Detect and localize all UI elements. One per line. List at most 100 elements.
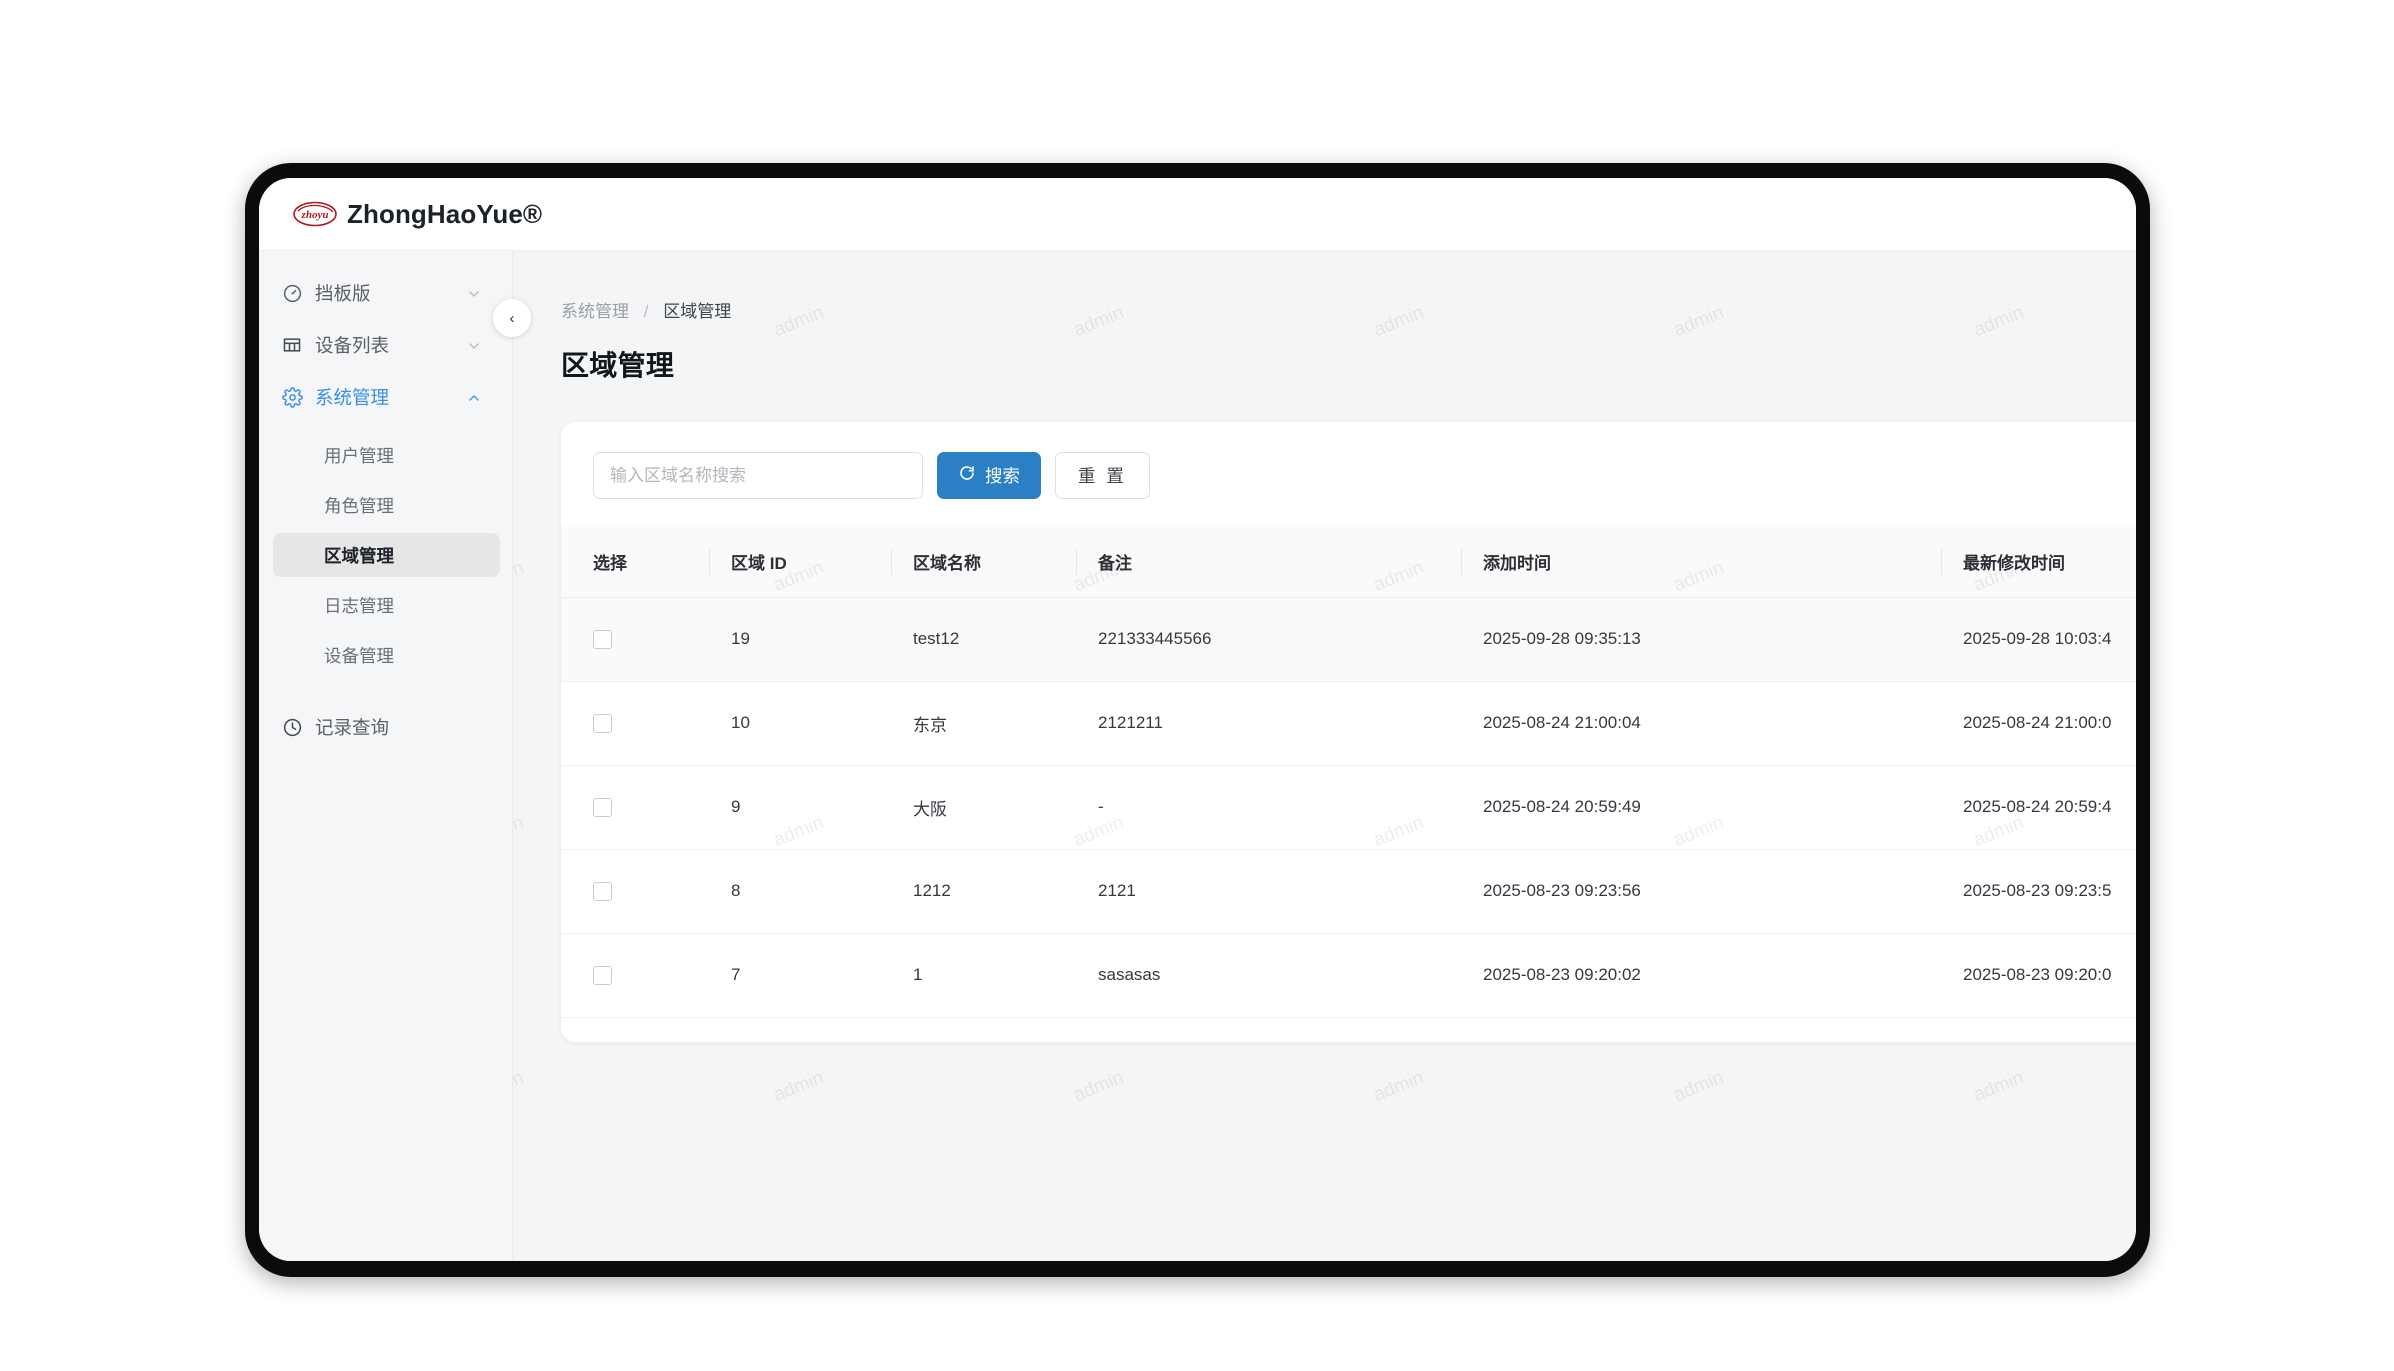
breadcrumb-current: 区域管理 [663,302,732,321]
gear-icon [281,386,303,408]
row-added-at: 2025-09-28 09:35:13 [1461,597,1941,682]
zhoyu-logo-icon: zhoyu [292,199,338,229]
row-modified-at: 2025-08-24 21:00:0 [1941,681,2136,766]
search-button-label: 搜索 [985,466,1020,486]
row-note: 221333445566 [1076,597,1461,682]
sidebar-subitem-label: 用户管理 [324,445,394,466]
row-checkbox[interactable] [593,797,612,817]
watermark-text: admin [513,1067,527,1106]
table-header-modified-at[interactable]: 最新修改时间 [1941,527,2136,598]
row-checkbox[interactable] [593,629,612,649]
row-added-at: 2025-08-24 20:59:49 [1461,765,1941,850]
table-header-note[interactable]: 备注 [1076,527,1461,598]
row-added-at: 2025-08-23 09:23:56 [1461,849,1941,934]
row-area-name: test12 [891,597,1076,682]
sidebar-item-device-management[interactable]: 设备管理 [273,633,500,677]
row-modified-at: 2025-08-23 09:23:5 [1941,849,2136,934]
row-select-cell[interactable] [561,765,709,850]
watermark-text: admin [770,1067,827,1106]
breadcrumb: 系统管理 / 区域管理 [513,251,2136,322]
sidebar-item-label: 挡板版 [315,283,371,304]
sidebar-collapse-toggle[interactable]: ‹ [493,299,531,337]
sidebar-item-label: 记录查询 [315,717,390,738]
chevron-down-icon [466,337,482,353]
chevron-down-icon [466,285,482,301]
sidebar-item-device-list[interactable]: 设备列表 [267,321,504,369]
search-toolbar: 搜索 重 置 [561,452,2136,499]
sidebar-group-device-list: 设备列表 [259,321,512,369]
row-area-id: 10 [709,681,891,766]
page-title: 区域管理 [561,350,675,381]
table-row[interactable]: 19 test12 221333445566 2025-09-28 09:35:… [561,597,2136,682]
sidebar-subitem-label: 设备管理 [324,645,394,666]
reset-button[interactable]: 重 置 [1055,452,1150,499]
table-row[interactable]: 7 1 sasasas 2025-08-23 09:20:02 2025-08-… [561,933,2136,1018]
refresh-circle-icon [958,464,976,487]
brand-name: ZhongHaoYue® [347,198,543,229]
row-area-name: 大阪 [891,765,1076,850]
sidebar: 挡板版 [259,250,531,1261]
watermark-text: admin [1670,1067,1727,1106]
sidebar-item-dashboard[interactable]: 挡板版 [267,269,504,317]
sidebar-group-record-query: 记录查询 [259,703,512,751]
table-row[interactable]: 9 大阪 - 2025-08-24 20:59:49 2025-08-24 20… [561,765,2136,850]
clock-icon [281,716,303,738]
row-area-name: 1 [891,933,1076,1018]
row-select-cell[interactable] [561,849,709,934]
table-header-row: 选择 区域 ID 区域名称 备注 添加时间 最新修改时间 [561,527,2136,598]
main-content: 系统管理 / 区域管理 区域管理 [513,250,2136,1261]
row-select-cell[interactable] [561,933,709,1018]
row-note: 2121211 [1076,681,1461,766]
sidebar-item-record-query[interactable]: 记录查询 [267,703,504,751]
sidebar-group-system-management: 系统管理 用户管理 角色管理 区域管理 [259,373,512,685]
row-area-id: 19 [709,597,891,682]
row-area-name: 东京 [891,681,1076,766]
table-row[interactable]: 10 东京 2121211 2025-08-24 21:00:04 2025-0… [561,681,2136,766]
table-header-area-id[interactable]: 区域 ID [709,527,891,598]
breadcrumb-parent[interactable]: 系统管理 [561,302,629,321]
row-note: 2121 [1076,849,1461,934]
row-select-cell[interactable] [561,681,709,766]
area-table: 选择 区域 ID 区域名称 备注 添加时间 最新修改时间 19 [561,527,2136,1018]
row-checkbox[interactable] [593,965,612,985]
row-area-name: 1212 [891,849,1076,934]
sidebar-item-user-management[interactable]: 用户管理 [273,433,500,477]
watermark-text: admin [513,812,527,851]
device-frame: zhoyu ZhongHaoYue® [245,163,2150,1277]
chevron-left-icon: ‹ [509,309,515,327]
sidebar-subitem-label: 日志管理 [324,595,394,616]
row-checkbox[interactable] [593,713,612,733]
table-grid-icon [281,334,303,356]
row-modified-at: 2025-08-24 20:59:4 [1941,765,2136,850]
table-header-added-at[interactable]: 添加时间 [1461,527,1941,598]
sidebar-item-label: 设备列表 [315,335,390,356]
sidebar-item-area-management[interactable]: 区域管理 [273,533,500,577]
row-added-at: 2025-08-24 21:00:04 [1461,681,1941,766]
table-header-select[interactable]: 选择 [561,527,709,598]
sidebar-subitem-label: 区域管理 [324,545,394,566]
table-header-area-name[interactable]: 区域名称 [891,527,1076,598]
app-body: 挡板版 [259,250,2136,1261]
sidebar-item-system-management[interactable]: 系统管理 [267,373,504,421]
watermark-text: admin [513,557,527,596]
row-note: sasasas [1076,933,1461,1018]
row-added-at: 2025-08-23 09:20:02 [1461,933,1941,1018]
sidebar-subnav-system-management: 用户管理 角色管理 区域管理 日志管理 设备管理 [259,425,512,685]
sidebar-item-role-management[interactable]: 角色管理 [273,483,500,527]
svg-text:zhoyu: zhoyu [301,209,329,221]
row-select-cell[interactable] [561,597,709,682]
sidebar-group-dashboard: 挡板版 [259,269,512,317]
breadcrumb-separator: / [643,302,649,321]
app-header: zhoyu ZhongHaoYue® [259,178,2136,250]
table-row[interactable]: 8 1212 2121 2025-08-23 09:23:56 2025-08-… [561,849,2136,934]
dashboard-gauge-icon [281,282,303,304]
table-body: 19 test12 221333445566 2025-09-28 09:35:… [561,597,2136,1018]
row-area-id: 9 [709,765,891,850]
chevron-up-icon [466,389,482,405]
search-button[interactable]: 搜索 [937,452,1041,499]
sidebar-subitem-label: 角色管理 [324,495,394,516]
watermark-text: admin [1370,1067,1427,1106]
sidebar-item-log-management[interactable]: 日志管理 [273,583,500,627]
row-checkbox[interactable] [593,881,612,901]
search-input[interactable] [593,452,923,499]
